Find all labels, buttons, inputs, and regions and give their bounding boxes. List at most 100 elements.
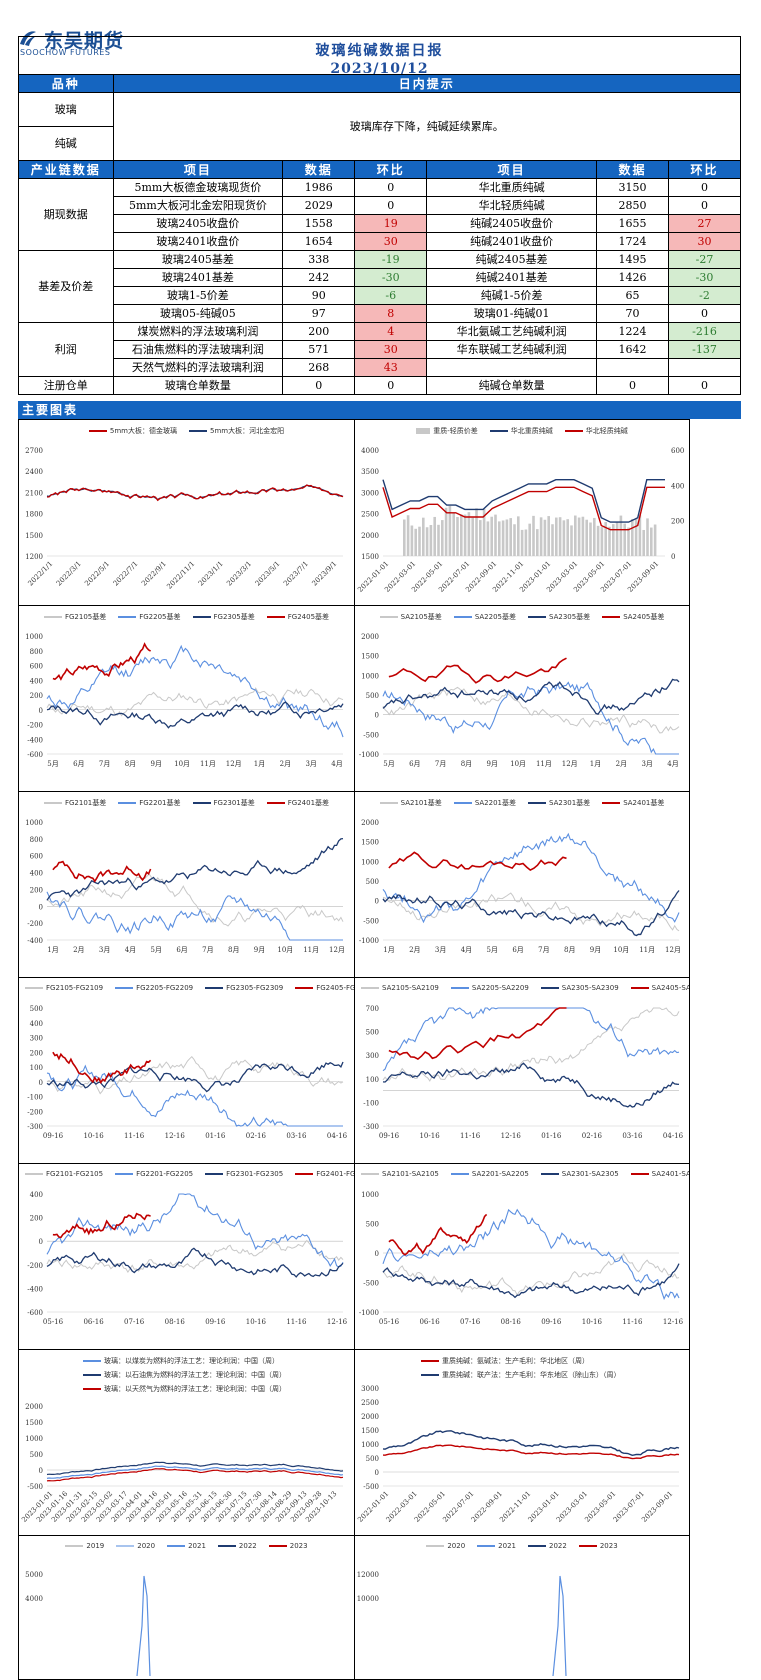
table-row: 利润 煤炭燃料的浮法玻璃利润 200 4 华北氨碱工艺纯碱利润 1224 -216 [18,322,742,377]
chart-panel: 重质-轻质价差 华北重质纯碱 华北轻质纯碱 4000 3500 3000 2500 2000 1… [354,419,690,606]
series-line [388,1213,488,1256]
legend-label: SA2201-SA2205 [471,1170,529,1178]
chart-legend: SA2101-SA2105 SA2201-SA2205 SA2301-SA2305 S… [355,1170,689,1178]
y-tick-label: 1000 [361,672,379,680]
bar [460,514,463,556]
series-line [382,1007,680,1082]
series-line [46,484,344,502]
legend-swatch [295,987,314,989]
x-tick-label: 10月 [613,946,629,954]
x-tick-label: 2023/9/1 [311,560,339,588]
legend-swatch [83,1388,101,1390]
variety-glass: 玻璃 [18,92,114,127]
item-cell [426,358,597,377]
bar [437,524,440,556]
chart-panel: 重质纯碱：氨碱法：生产毛利：华北地区（周） 重质纯碱：联产法：生产毛利：华东地区（… [354,1349,690,1536]
legend-swatch [83,1374,101,1376]
change-cell: 8 [354,304,428,323]
legend-swatch [421,1360,439,1362]
x-tick-label: 8月 [125,760,136,768]
legend-swatch [205,1173,224,1175]
legend-label: SA2105基差 [400,613,442,621]
x-tick-label: 10月 [174,760,190,768]
chain-header-cell: 产业链数据 [18,160,114,179]
chain-header-cell: 数据 [282,160,356,179]
x-tick-label: 1月 [383,946,394,954]
col-tips: 日内提示 [112,74,742,93]
x-tick-label: 12-16 [663,1318,684,1326]
legend-item: SA2301-SA2305 [540,1170,619,1178]
legend-swatch [379,802,398,804]
legend-item: 玻璃：以煤炭为燃料的浮法工艺：理论利润：中国（周） [83,1357,279,1365]
x-tick-label: 3月 [435,946,446,954]
chart-plot: 2000150010005000-5002023-01-012023-01-16… [20,1403,344,1524]
legend-swatch [361,987,379,989]
data-table: 品种 日内提示 玻璃 玻璃库存下降，纯碱延续累库。 纯碱 产业链数据 项目 数据 环比… [18,74,742,395]
x-tick-label: 11月 [536,760,552,768]
x-tick-label: 1月 [254,760,265,768]
legend-item: FG2101基差 [43,799,106,807]
item-cell: 天然气燃料的浮法玻璃利润 [112,358,284,377]
value-cell: 97 [282,304,356,323]
bar [509,518,512,556]
item-cell: 玻璃05-纯碱05 [112,304,284,323]
bar [608,526,611,556]
intraday-row: 玻璃 玻璃库存下降，纯碱延续累库。 [18,92,742,161]
x-tick-label: 11月 [200,760,216,768]
series-line [382,678,680,715]
legend-label: 2020 [137,1542,156,1550]
x-tick-label: 2022/9/1 [140,560,168,588]
item-cell: 华北轻质纯碱 [426,196,597,215]
y-tick-label: 0 [39,1238,43,1246]
chart-panel: 5mm大板：德金玻璃 5mm大板：河北金宏阳 2700 2400 2100 1800 150… [18,419,355,606]
bar [551,524,554,556]
legend-item: FG2305基差 [192,613,255,621]
x-tick-label: 5月 [487,946,498,954]
legend-item: FG2201-FG2205 [115,1170,193,1178]
y-tick-label: -1000 [359,937,379,945]
y-tick-label: 3000 [361,489,379,497]
x-tick-label: 2月 [616,760,627,768]
x-tick-label: 10-16 [83,1132,104,1140]
value-cell: 1986 [282,178,356,197]
x-tick-label: 12月 [562,760,578,768]
y-tick-label: 0 [375,1250,379,1258]
y-tick-label: 2500 [361,511,379,519]
legend-label: SA2105-SA2109 [382,984,439,992]
item-cell: 5mm大板河北金宏阳现货价 [112,196,284,215]
legend-label: SA2405基差 [623,613,665,621]
x-tick-label: 3月 [641,760,652,768]
x-tick-label: 5月 [47,760,58,768]
x-tick-label: 7月 [435,760,446,768]
group-label: 期现数据 [18,178,114,251]
legend-label: 重质纯碱：氨碱法：生产毛利：华北地区（周） [442,1357,589,1365]
series-line [46,1064,343,1127]
x-tick-label: 09-16 [379,1132,400,1140]
chart-legend: SA2105基差 SA2205基差 SA2305基差 SA2405基差 [355,612,689,622]
legend-swatch [192,616,211,618]
series-line [46,644,344,738]
y-tick-label: -500 [27,1483,43,1491]
legend-item: SA2201-SA2205 [450,1170,529,1178]
y-tick-label: 1000 [361,1441,379,1449]
y-tick-label: 3000 [361,1385,379,1393]
legend-swatch [43,802,62,804]
y-tick-label: 400 [30,870,43,878]
bar [596,525,600,556]
y-tick-label: -600 [27,751,43,759]
item-cell: 纯碱2401收盘价 [426,232,597,251]
legend-item: SA2401-SA2405 [630,1170,689,1178]
logo-text: 东吴期货 [44,30,125,52]
legend-label: FG2201基差 [139,799,181,807]
legend-swatch [167,1545,186,1547]
series-line [382,486,665,531]
value-cell: 0 [282,376,356,395]
y-tick-label: 1200 [25,553,43,561]
x-tick-label: 4月 [331,760,342,768]
value-cell [595,358,669,377]
chart-legend: SA2101基差 SA2201基差 SA2301基差 SA2401基差 [355,798,689,808]
y2-tick-label: 400 [671,482,684,490]
y-tick-label: 0 [39,707,43,715]
series-line [388,1007,567,1061]
